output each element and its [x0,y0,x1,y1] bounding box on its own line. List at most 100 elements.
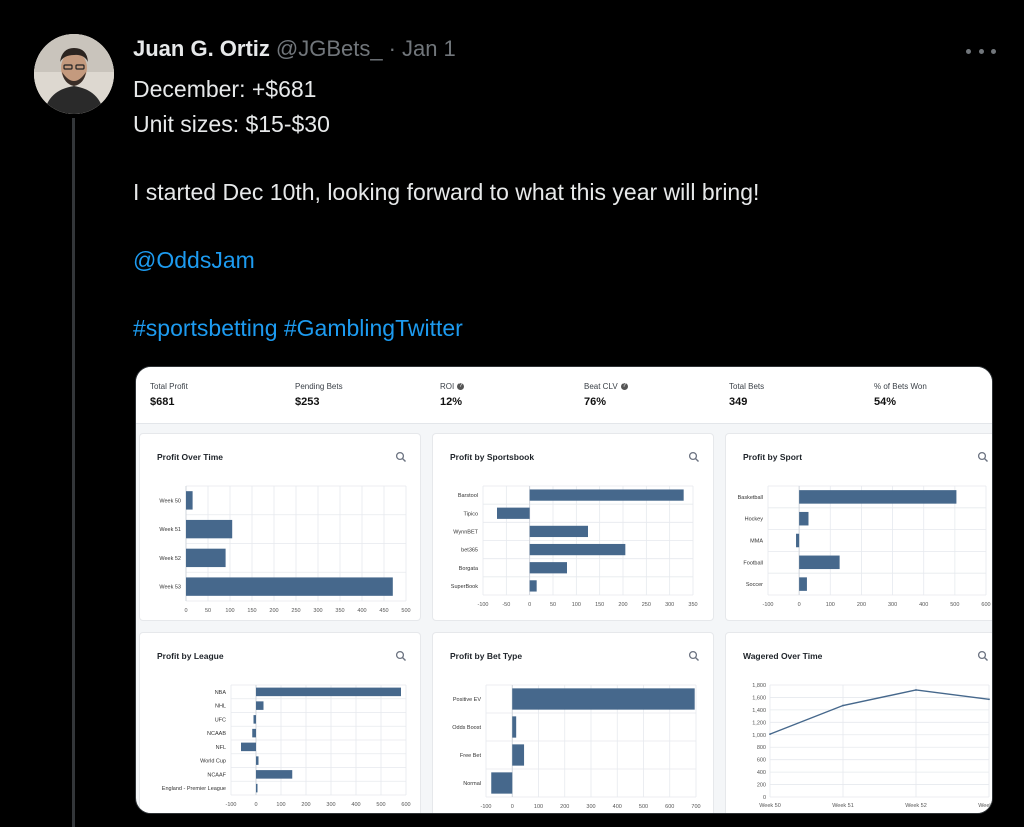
search-icon[interactable] [977,650,988,661]
author-name[interactable]: Juan G. Ortiz [133,36,270,61]
chart-svg: -100 0 100 200 300 400 500 600 Basketball Hockey M… [738,451,991,608]
y-category-label: SuperBook [451,584,478,590]
chart-card-profit-by-sportsbook: Profit by Sportsbook -100 -50 0 50 100 150 200 2… [432,433,714,621]
chart-svg: -100 -50 0 50 100 150 200 250 300 350 Barstool Tipi… [451,451,699,608]
y-tick-label: 0 [763,795,766,801]
x-tick-label: Week 51 [832,803,854,809]
y-category-label: NHL [215,704,226,710]
question-icon[interactable]: ? [457,383,465,390]
stat-value: 349 [729,396,748,408]
point-week-51 [842,704,844,707]
y-category-label: Normal [463,781,481,787]
bar-england-premier-league [256,783,258,793]
x-tick-label: 600 [665,804,674,810]
bar-nba [256,687,401,697]
y-tick-label: 1,000 [752,733,766,739]
stat-label-row: ROI? [440,382,465,391]
stat-label-row: Beat CLV? [584,382,628,391]
stat-label: Total Bets [729,382,765,391]
x-tick-label: 300 [665,602,674,608]
chart-card-profit-by-league: Profit by League -100 0 100 200 300 400 500 600 N… [139,632,421,813]
hashtag-link[interactable]: #GamblingTwitter [283,315,463,341]
chart-card-profit-by-bet-type: Profit by Bet Type -100 0 100 200 300 400 500 60… [432,632,714,813]
hashtag-link[interactable]: #sportsbetting [133,315,278,341]
bar-hockey [799,511,809,526]
bar-nhl [256,701,264,710]
chart-title: Profit by Bet Type [450,651,523,661]
stat-value: 12% [440,396,463,408]
search-icon[interactable] [977,451,988,462]
more-horizontal-icon[interactable] [966,40,996,62]
bar-ncaab [252,728,256,738]
chart-title: Profit Over Time [157,452,223,462]
x-tick-label: 0 [254,802,257,808]
x-tick-label: 100 [572,602,581,608]
avatar[interactable] [34,34,114,114]
chart-svg: -100 0 100 200 300 400 500 600 NBA NHL UFC NCAAB NFL… [162,650,411,808]
chart-title: Profit by League [157,651,224,661]
x-tick-label: Week 53 [978,803,993,809]
x-tick-label: 0 [798,602,801,608]
stat-value: $253 [295,396,320,408]
x-tick-label: 300 [586,804,595,810]
y-category-label: England - Premier League [162,786,226,792]
tweet-date[interactable]: Jan 1 [401,36,456,61]
chart-card-profit-over-time: Profit Over Time 0 50 100 150 200 250 300 350 400… [139,433,421,621]
question-icon[interactable]: ? [620,383,628,390]
bar-barstool [529,489,684,501]
attached-image-dashboard[interactable]: Total Profit $681 Pending Bets $253 ROI?… [135,366,993,814]
bar-football [799,555,840,570]
mention-link[interactable]: @OddsJam [133,247,255,273]
x-tick-label: Week 52 [905,803,927,809]
x-tick-label: 150 [247,608,256,614]
y-category-label: Week 53 [159,585,181,591]
y-category-label: Football [743,560,763,566]
x-tick-label: 200 [618,602,627,608]
y-category-label: bet365 [461,548,478,554]
bar-week-53 [186,577,393,596]
x-tick-label: -100 [477,602,488,608]
y-category-label: Odds Boost [452,725,481,731]
y-category-label: Tipico [464,511,478,517]
y-category-label: NBA [215,690,227,696]
search-icon[interactable] [395,650,406,661]
bar-week-51 [186,519,233,539]
y-tick-label: 1,600 [752,695,766,701]
stat-label: Pending Bets [295,382,343,391]
chart-title: Profit by Sport [743,452,803,462]
y-category-label: Basketball [738,495,763,501]
chart-card-wagered-over-time: Wagered Over Time 0 200 400 600 800 1,000 1,200… [725,632,993,813]
bar-positive-ev [512,688,695,710]
bar-bet365 [529,543,626,556]
search-icon[interactable] [395,451,406,462]
stat-value: 54% [874,396,897,408]
y-category-label: Week 52 [159,556,181,562]
x-tick-label: 0 [528,602,531,608]
x-tick-label: 400 [357,608,366,614]
x-tick-label: 350 [688,602,697,608]
x-tick-label: 300 [888,602,897,608]
y-category-label: Borgata [459,566,479,572]
y-tick-label: 600 [757,758,766,764]
search-icon[interactable] [688,650,699,661]
x-tick-label: 100 [276,802,285,808]
point-week-52 [915,689,917,691]
point-week-53 [988,698,990,701]
x-tick-label: 0 [511,804,514,810]
y-category-label: UFC [215,717,226,723]
stat-label: Beat CLV [584,382,618,391]
x-tick-label: -100 [480,804,491,810]
x-tick-label: -50 [502,602,510,608]
x-tick-label: 500 [639,804,648,810]
x-tick-label: 300 [326,802,335,808]
author-handle[interactable]: @JGBets_ [275,36,383,61]
bar-nfl [241,742,256,752]
series-line-wagered [769,689,990,735]
search-icon[interactable] [688,451,699,462]
bar-tipico [497,507,530,519]
x-tick-label: 300 [313,608,322,614]
y-category-label: Week 51 [159,527,181,533]
chart-title: Wagered Over Time [743,651,823,661]
x-tick-label: 600 [981,602,990,608]
x-tick-label: 500 [376,802,385,808]
